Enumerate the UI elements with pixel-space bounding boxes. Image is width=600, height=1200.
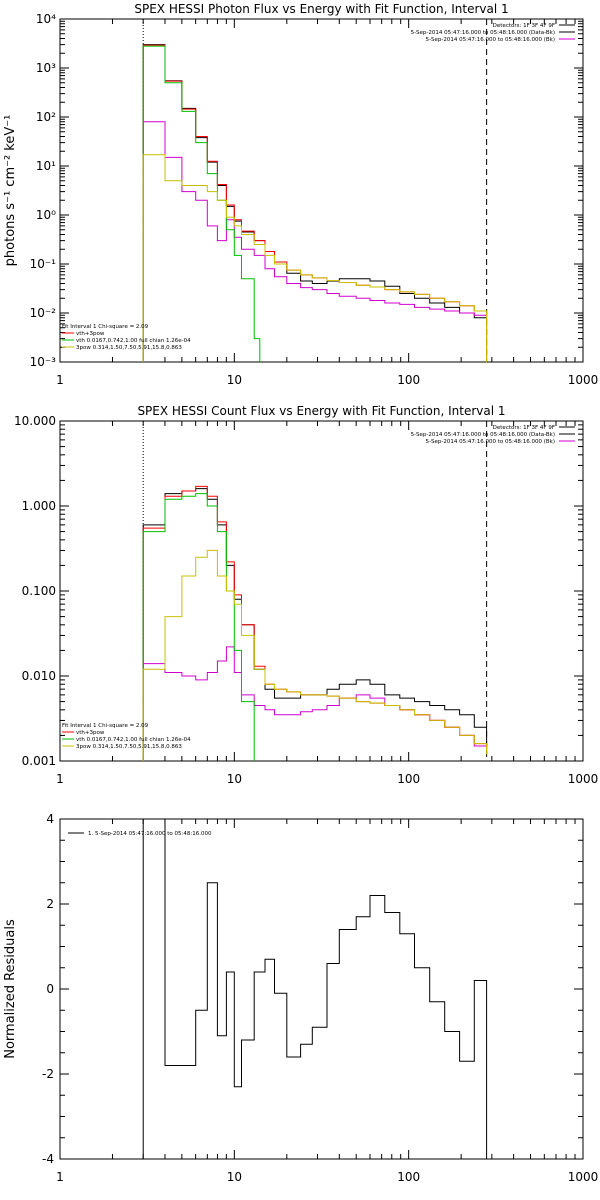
x-tick-label: 100 bbox=[397, 373, 420, 387]
legend-text: 3pow 0.314,1.50,7.50,5.91,15.8,0.863 bbox=[76, 345, 182, 351]
series-line-4 bbox=[142, 493, 255, 761]
y-tick-label: -4 bbox=[42, 1152, 54, 1166]
y-tick-label: 10⁰ bbox=[36, 208, 56, 222]
y-axis: 10⁻³ 10⁻² 10⁻¹ 10⁰ 10¹ 10² 10³ 10⁴ bbox=[30, 12, 583, 369]
chart-title: SPEX HESSI Count Flux vs Energy with Fit… bbox=[137, 404, 505, 418]
y-tick-label: 10³ bbox=[36, 61, 56, 75]
legend-text: vth 0.0167,0.742,1.00 full chian 1.26e-0… bbox=[76, 737, 191, 743]
series-line-5 bbox=[142, 154, 488, 362]
legend-bottom: Fit Interval 1 Chi-square = 2.09vth+3pow… bbox=[62, 324, 191, 351]
x-tick-label: 10 bbox=[227, 772, 242, 786]
y-tick-label: 1.000 bbox=[22, 499, 56, 513]
x-tick-label: 100 bbox=[397, 1170, 420, 1184]
y-tick-label: 10⁴ bbox=[36, 12, 56, 26]
legend-text: Detectors: 1F 3F 4F 9F bbox=[493, 23, 555, 29]
legend-top: 1. 5-Sep-2014 05:47:16.000 to 05:48:16.0… bbox=[68, 831, 212, 837]
x-tick-label: 1 bbox=[56, 772, 64, 786]
chart-panel-2: SPEX HESSI Count Flux vs Energy with Fit… bbox=[14, 404, 598, 786]
legend-top: Detectors: 1F 3F 4F 9F5-Sep-2014 05:47:1… bbox=[411, 425, 575, 445]
x-tick-label: 10 bbox=[227, 373, 242, 387]
x-tick-label: 1000 bbox=[568, 772, 599, 786]
legend-text: Fit Interval 1 Chi-square = 2.09 bbox=[62, 324, 149, 330]
x-axis: 1 10 100 1000 bbox=[56, 421, 598, 786]
legend-text: Detectors: 1F 3F 4F 9F bbox=[493, 425, 555, 431]
legend-text: vth+3pow bbox=[76, 331, 105, 337]
series-line-3 bbox=[142, 44, 488, 362]
legend-bottom: Fit Interval 1 Chi-square = 2.09vth+3pow… bbox=[62, 723, 191, 750]
series-line-2 bbox=[142, 121, 487, 362]
x-axis: 1 10 100 1000 bbox=[56, 19, 598, 387]
series-line-1 bbox=[142, 818, 488, 1159]
y-tick-label: 10⁻² bbox=[30, 306, 57, 320]
y-axis: -4 -2 0 2 4 bbox=[42, 812, 583, 1166]
series-line-1 bbox=[142, 44, 487, 362]
x-tick-label: 1 bbox=[56, 373, 64, 387]
y-axis-label: Normalized Residuals bbox=[3, 919, 18, 1059]
chart-panel-1: SPEX HESSI Photon Flux vs Energy with Fi… bbox=[3, 2, 598, 387]
legend-top: Detectors: 1F 3F 4F 9F5-Sep-2014 05:47:1… bbox=[411, 23, 575, 43]
chart-title: SPEX HESSI Photon Flux vs Energy with Fi… bbox=[134, 2, 508, 16]
y-tick-label: 10⁻³ bbox=[30, 355, 57, 369]
series-line-4 bbox=[142, 45, 261, 362]
plot-frame bbox=[59, 18, 584, 363]
series-line-3 bbox=[142, 485, 488, 761]
y-axis: 0.001 0.010 0.100 1.000 10.000 bbox=[14, 414, 583, 768]
legend-text: 5-Sep-2014 05:47:16.000 to 05:48:16.000 … bbox=[411, 432, 555, 438]
legend-text: 1. 5-Sep-2014 05:47:16.000 to 05:48:16.0… bbox=[88, 831, 212, 837]
y-tick-label: 10.000 bbox=[14, 414, 56, 428]
legend-text: Fit Interval 1 Chi-square = 2.09 bbox=[62, 723, 149, 729]
x-tick-label: 10 bbox=[227, 1170, 242, 1184]
legend-text: 5-Sep-2014 05:47:16.000 to 05:48:16.000 … bbox=[411, 30, 555, 36]
chart-panel-3: 1 10 100 1000 -4 -2 0 2 4 Normalized Residuals 1. … bbox=[3, 812, 598, 1184]
legend-text: vth+3pow bbox=[76, 730, 105, 736]
plot-frame bbox=[59, 818, 584, 1160]
legend-text: 3pow 0.314,1.50,7.50,5.91,15.8,0.863 bbox=[76, 744, 182, 750]
y-tick-label: 0 bbox=[46, 982, 54, 996]
legend-text: 5-Sep-2014 05:47:16.000 to 05:48:16.000 … bbox=[426, 439, 556, 445]
x-tick-label: 100 bbox=[397, 772, 420, 786]
y-tick-label: 10² bbox=[36, 110, 56, 124]
y-axis-label: photons s⁻¹ cm⁻² keV⁻¹ bbox=[3, 115, 18, 267]
y-tick-label: 4 bbox=[46, 812, 54, 826]
y-tick-label: 0.010 bbox=[22, 669, 56, 683]
y-tick-label: 10¹ bbox=[36, 159, 56, 173]
series-line-5 bbox=[142, 549, 488, 761]
x-tick-label: 1 bbox=[56, 1170, 64, 1184]
legend-text: vth 0.0167,0.742,1.00 full chian 1.26e-0… bbox=[76, 338, 191, 344]
legend-text: 5-Sep-2014 05:47:16.000 to 05:48:16.000 … bbox=[426, 37, 556, 43]
x-axis: 1 10 100 1000 bbox=[56, 819, 598, 1184]
y-tick-label: 2 bbox=[46, 897, 54, 911]
y-tick-label: -2 bbox=[42, 1067, 54, 1081]
series-line-2 bbox=[142, 646, 488, 761]
y-tick-label: 0.001 bbox=[22, 754, 56, 768]
x-tick-label: 1000 bbox=[568, 373, 599, 387]
y-tick-label: 10⁻¹ bbox=[30, 257, 57, 271]
y-tick-label: 0.100 bbox=[22, 584, 56, 598]
x-tick-label: 1000 bbox=[568, 1170, 599, 1184]
